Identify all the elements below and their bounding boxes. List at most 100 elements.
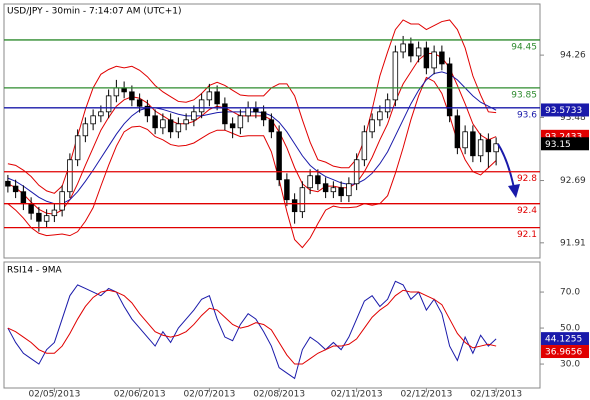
- x-tick-label: 02/07/2013: [183, 390, 235, 400]
- candle-body: [454, 115, 461, 149]
- candle-body: [113, 87, 120, 97]
- candle-body: [245, 107, 251, 117]
- candle-body: [268, 119, 275, 133]
- x-tick-label: 02/11/2013: [331, 390, 383, 400]
- candle-body: [377, 111, 383, 121]
- candle-body: [439, 51, 445, 65]
- candle-body: [307, 175, 313, 189]
- level-label: 92.4: [517, 206, 537, 216]
- price-marker: [541, 332, 589, 346]
- y-tick-label: 91.91: [560, 238, 586, 248]
- candle-body: [462, 131, 468, 149]
- candle-body: [51, 209, 58, 217]
- candle-body: [369, 119, 375, 133]
- price-marker-label: 93.15: [545, 140, 571, 150]
- candle-body: [59, 191, 65, 211]
- y-tick-label: 93.48: [560, 113, 586, 123]
- level-label: 94.45: [511, 42, 537, 52]
- candle-body: [415, 47, 422, 57]
- candle-body: [160, 119, 166, 129]
- x-tick-label: 02/05/2013: [28, 390, 80, 400]
- candle-body: [12, 185, 19, 193]
- candle-body: [136, 99, 143, 107]
- rsi-panel: [3, 261, 541, 389]
- indicator-line: [7, 53, 497, 215]
- price-marker: [541, 103, 589, 117]
- price-title: USD/JPY - 30min - 7:14:07 AM (UTC+1): [7, 7, 181, 17]
- candle-body: [315, 175, 321, 185]
- candle-body: [144, 105, 151, 117]
- candle-body: [43, 215, 50, 222]
- candle-body: [423, 47, 430, 69]
- candle-body: [28, 203, 34, 214]
- candle-body: [276, 131, 282, 181]
- candle-body: [90, 115, 96, 125]
- indicator-line: [7, 19, 497, 194]
- candle-body: [183, 119, 189, 125]
- price-marker-label: 44.1255: [545, 335, 582, 345]
- candle-body: [105, 95, 112, 113]
- candle-body: [338, 187, 344, 197]
- x-tick-label: 02/08/2013: [253, 390, 305, 400]
- candle-body: [392, 51, 399, 101]
- candle-body: [477, 139, 484, 157]
- y-tick-label: 70.0: [560, 288, 580, 298]
- x-tick-label: 02/06/2013: [114, 390, 166, 400]
- x-tick-label: 02/12/2013: [400, 390, 452, 400]
- indicator-line: [7, 280, 497, 380]
- candle-body: [36, 212, 42, 222]
- candle-body: [74, 135, 81, 161]
- candle-body: [330, 187, 337, 193]
- candle-body: [175, 123, 182, 133]
- indicator-line: [7, 71, 497, 205]
- level-label: 92.1: [517, 230, 537, 240]
- candle-body: [485, 139, 492, 153]
- candle-body: [493, 143, 499, 153]
- candle-body: [408, 43, 414, 57]
- y-tick-label: 94.26: [560, 51, 586, 61]
- candle-body: [191, 111, 197, 121]
- candle-body: [20, 191, 27, 205]
- candle-body: [214, 91, 220, 105]
- candle-body: [67, 159, 73, 193]
- candle-body: [237, 115, 244, 129]
- candle-body: [384, 99, 391, 113]
- level-label: 93.85: [511, 90, 537, 100]
- candle-body: [82, 123, 89, 137]
- candle-body: [291, 199, 298, 213]
- candle-body: [260, 111, 267, 121]
- candle-body: [229, 123, 236, 129]
- candle-body: [167, 119, 174, 133]
- price-marker-label: 36.9656: [545, 348, 582, 358]
- candle-body: [431, 51, 437, 69]
- candle-body: [322, 183, 329, 193]
- arrow-head: [508, 184, 520, 198]
- candle-body: [152, 115, 158, 129]
- candle-body: [206, 91, 213, 101]
- y-tick-label: 92.69: [560, 176, 586, 186]
- level-label: 93.6: [517, 110, 537, 120]
- price-marker-label: 93.5733: [545, 106, 582, 116]
- x-tick-label: 02/13/2013: [470, 390, 522, 400]
- candle-body: [346, 183, 352, 197]
- candle-body: [198, 99, 205, 113]
- rsi-title: RSI14 - 9MA: [7, 266, 63, 276]
- y-tick-label: 30.0: [560, 360, 580, 370]
- candle-body: [284, 179, 290, 201]
- y-tick-label: 50.0: [560, 324, 580, 334]
- candle-body: [129, 91, 135, 101]
- candle-body: [222, 103, 228, 125]
- indicator-line: [7, 289, 497, 365]
- candle-body: [361, 131, 368, 161]
- candle-body: [470, 131, 476, 157]
- level-label: 92.8: [517, 174, 537, 184]
- price-marker: [541, 137, 589, 151]
- candle-body: [98, 111, 104, 117]
- price-marker: [541, 345, 589, 359]
- arrow-shaft: [497, 143, 515, 189]
- forecast-arrow: [497, 143, 520, 198]
- candle-body: [400, 43, 406, 53]
- candle-body: [5, 180, 11, 187]
- candle-body: [299, 187, 306, 213]
